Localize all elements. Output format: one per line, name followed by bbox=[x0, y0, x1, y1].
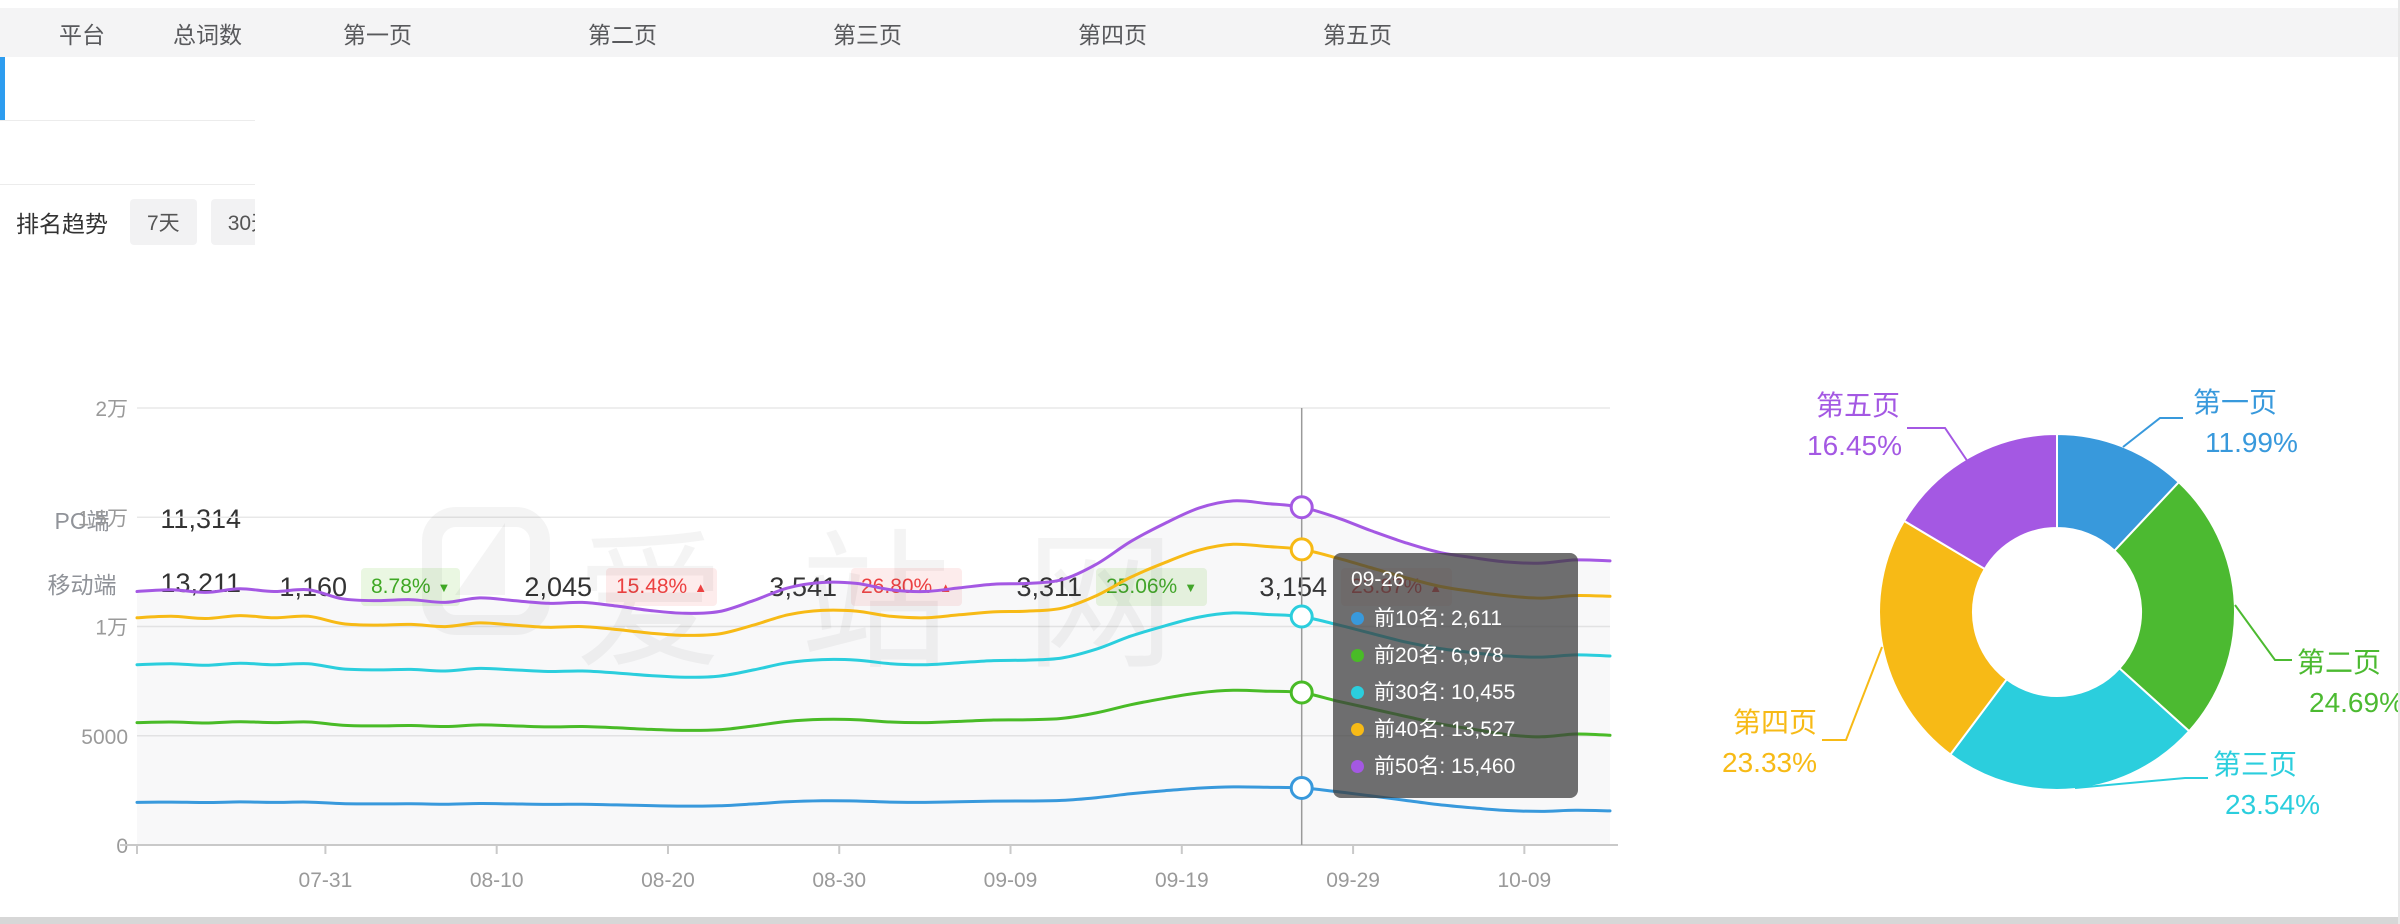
y-axis-label: 0 bbox=[116, 835, 128, 858]
series-dot bbox=[1351, 760, 1364, 773]
donut-label-name: 第一页 bbox=[2193, 387, 2277, 418]
col-header-page5: 第五页 bbox=[1323, 21, 1392, 48]
series-dot bbox=[1351, 723, 1364, 736]
col-header-platform: 平台 bbox=[59, 21, 105, 48]
highlight-marker bbox=[1289, 537, 1314, 562]
series-line-前50名 bbox=[135, 499, 1612, 615]
tooltip-items: 前10名: 2,611 前20名: 6,978 前30名: 10,455 前40名: … bbox=[1351, 600, 1556, 785]
donut-slice-第四页[interactable] bbox=[1878, 519, 2009, 756]
trend-section-title: 排名趋势 bbox=[16, 211, 108, 237]
series-dot bbox=[1351, 612, 1364, 625]
donut-label-name: 第五页 bbox=[1816, 390, 1900, 421]
tooltip-item: 前30名: 10,455 bbox=[1351, 674, 1556, 711]
label-leader-line bbox=[1907, 427, 1969, 463]
page-count: 3,541 bbox=[745, 572, 837, 603]
platform-label: PC端 bbox=[54, 508, 110, 534]
chart-tooltip: 09-26 前10名: 2,611 前20名: 6,978 前30名: 10,455… bbox=[1333, 553, 1578, 798]
label-leader-line bbox=[1822, 646, 1883, 741]
x-axis-label: 08-30 bbox=[812, 869, 866, 892]
donut-slice-第二页[interactable] bbox=[2113, 480, 2236, 733]
x-axis-label: 10-09 bbox=[1498, 869, 1552, 892]
donut-label-percent: 23.33% bbox=[1722, 747, 1817, 778]
donut-label-percent: 11.99% bbox=[2205, 427, 2298, 458]
x-axis-label: 07-31 bbox=[299, 869, 353, 892]
x-axis-label: 09-19 bbox=[1155, 869, 1209, 892]
label-leader-line bbox=[2074, 777, 2208, 789]
col-header-total-words: 总词数 bbox=[173, 21, 242, 48]
bottom-edge-strip bbox=[0, 917, 2400, 924]
table-header: 平台 总词数 第一页 第二页 第三页 第四页 第五页 bbox=[0, 8, 2400, 57]
donut-slice-第三页[interactable] bbox=[1948, 666, 2191, 791]
x-axis-label: 08-20 bbox=[641, 869, 695, 892]
col-header-page3: 第三页 bbox=[833, 21, 902, 48]
donut-label-name: 第四页 bbox=[1733, 707, 1817, 738]
page-distribution-donut-chart[interactable]: 第一页 11.99% 第二页 24.69% 第三页 23.54% 第四页 23.33% 第五页 1… bbox=[1650, 360, 2400, 900]
x-axis-label: 08-10 bbox=[470, 869, 524, 892]
col-header-page2: 第二页 bbox=[588, 21, 657, 48]
platform-label: 移动端 bbox=[47, 572, 117, 598]
y-axis-label: 1.5万 bbox=[78, 507, 128, 530]
x-axis-label: 09-09 bbox=[984, 869, 1038, 892]
donut-label-percent: 16.45% bbox=[1807, 430, 1902, 461]
label-leader-line bbox=[2234, 604, 2292, 661]
highlight-marker bbox=[1289, 680, 1314, 705]
highlight-marker bbox=[1289, 604, 1314, 629]
arrow-down-icon: ▼ bbox=[437, 579, 451, 595]
donut-label-percent: 24.69% bbox=[2309, 687, 2400, 718]
area-fill bbox=[137, 500, 1610, 845]
label-leader-line bbox=[2122, 417, 2183, 448]
col-header-page4: 第四页 bbox=[1078, 21, 1147, 48]
y-axis-label: 5000 bbox=[81, 726, 128, 749]
tooltip-item: 前50名: 15,460 bbox=[1351, 748, 1556, 785]
series-dot bbox=[1351, 649, 1364, 662]
y-axis-label: 1万 bbox=[95, 617, 128, 640]
total-words-value: 11,314 bbox=[160, 503, 241, 534]
donut-label-percent: 23.54% bbox=[2225, 789, 2320, 820]
page-count: 3,154 bbox=[1235, 572, 1327, 603]
col-header-page1: 第一页 bbox=[343, 21, 412, 48]
tab-7-days[interactable]: 7天 bbox=[130, 199, 197, 245]
x-axis-label: 09-29 bbox=[1326, 869, 1380, 892]
tooltip-item: 前10名: 2,611 bbox=[1351, 600, 1556, 637]
tooltip-item: 前20名: 6,978 bbox=[1351, 637, 1556, 674]
series-dot bbox=[1351, 686, 1364, 699]
y-axis-label: 2万 bbox=[95, 398, 128, 421]
donut-label-name: 第二页 bbox=[2297, 647, 2381, 678]
arrow-up-icon: ▲ bbox=[694, 579, 708, 595]
highlight-marker bbox=[1289, 495, 1314, 520]
tooltip-item: 前40名: 13,527 bbox=[1351, 711, 1556, 748]
highlight-marker bbox=[1289, 775, 1314, 800]
page-count: 2,045 bbox=[524, 571, 592, 602]
donut-slice-第五页[interactable] bbox=[1902, 432, 2058, 571]
arrow-down-icon: ▼ bbox=[1184, 580, 1197, 595]
percent-badge: 15.48% ▲ bbox=[606, 568, 718, 606]
tooltip-date: 09-26 bbox=[1351, 568, 1405, 591]
donut-label-name: 第三页 bbox=[2213, 749, 2297, 780]
